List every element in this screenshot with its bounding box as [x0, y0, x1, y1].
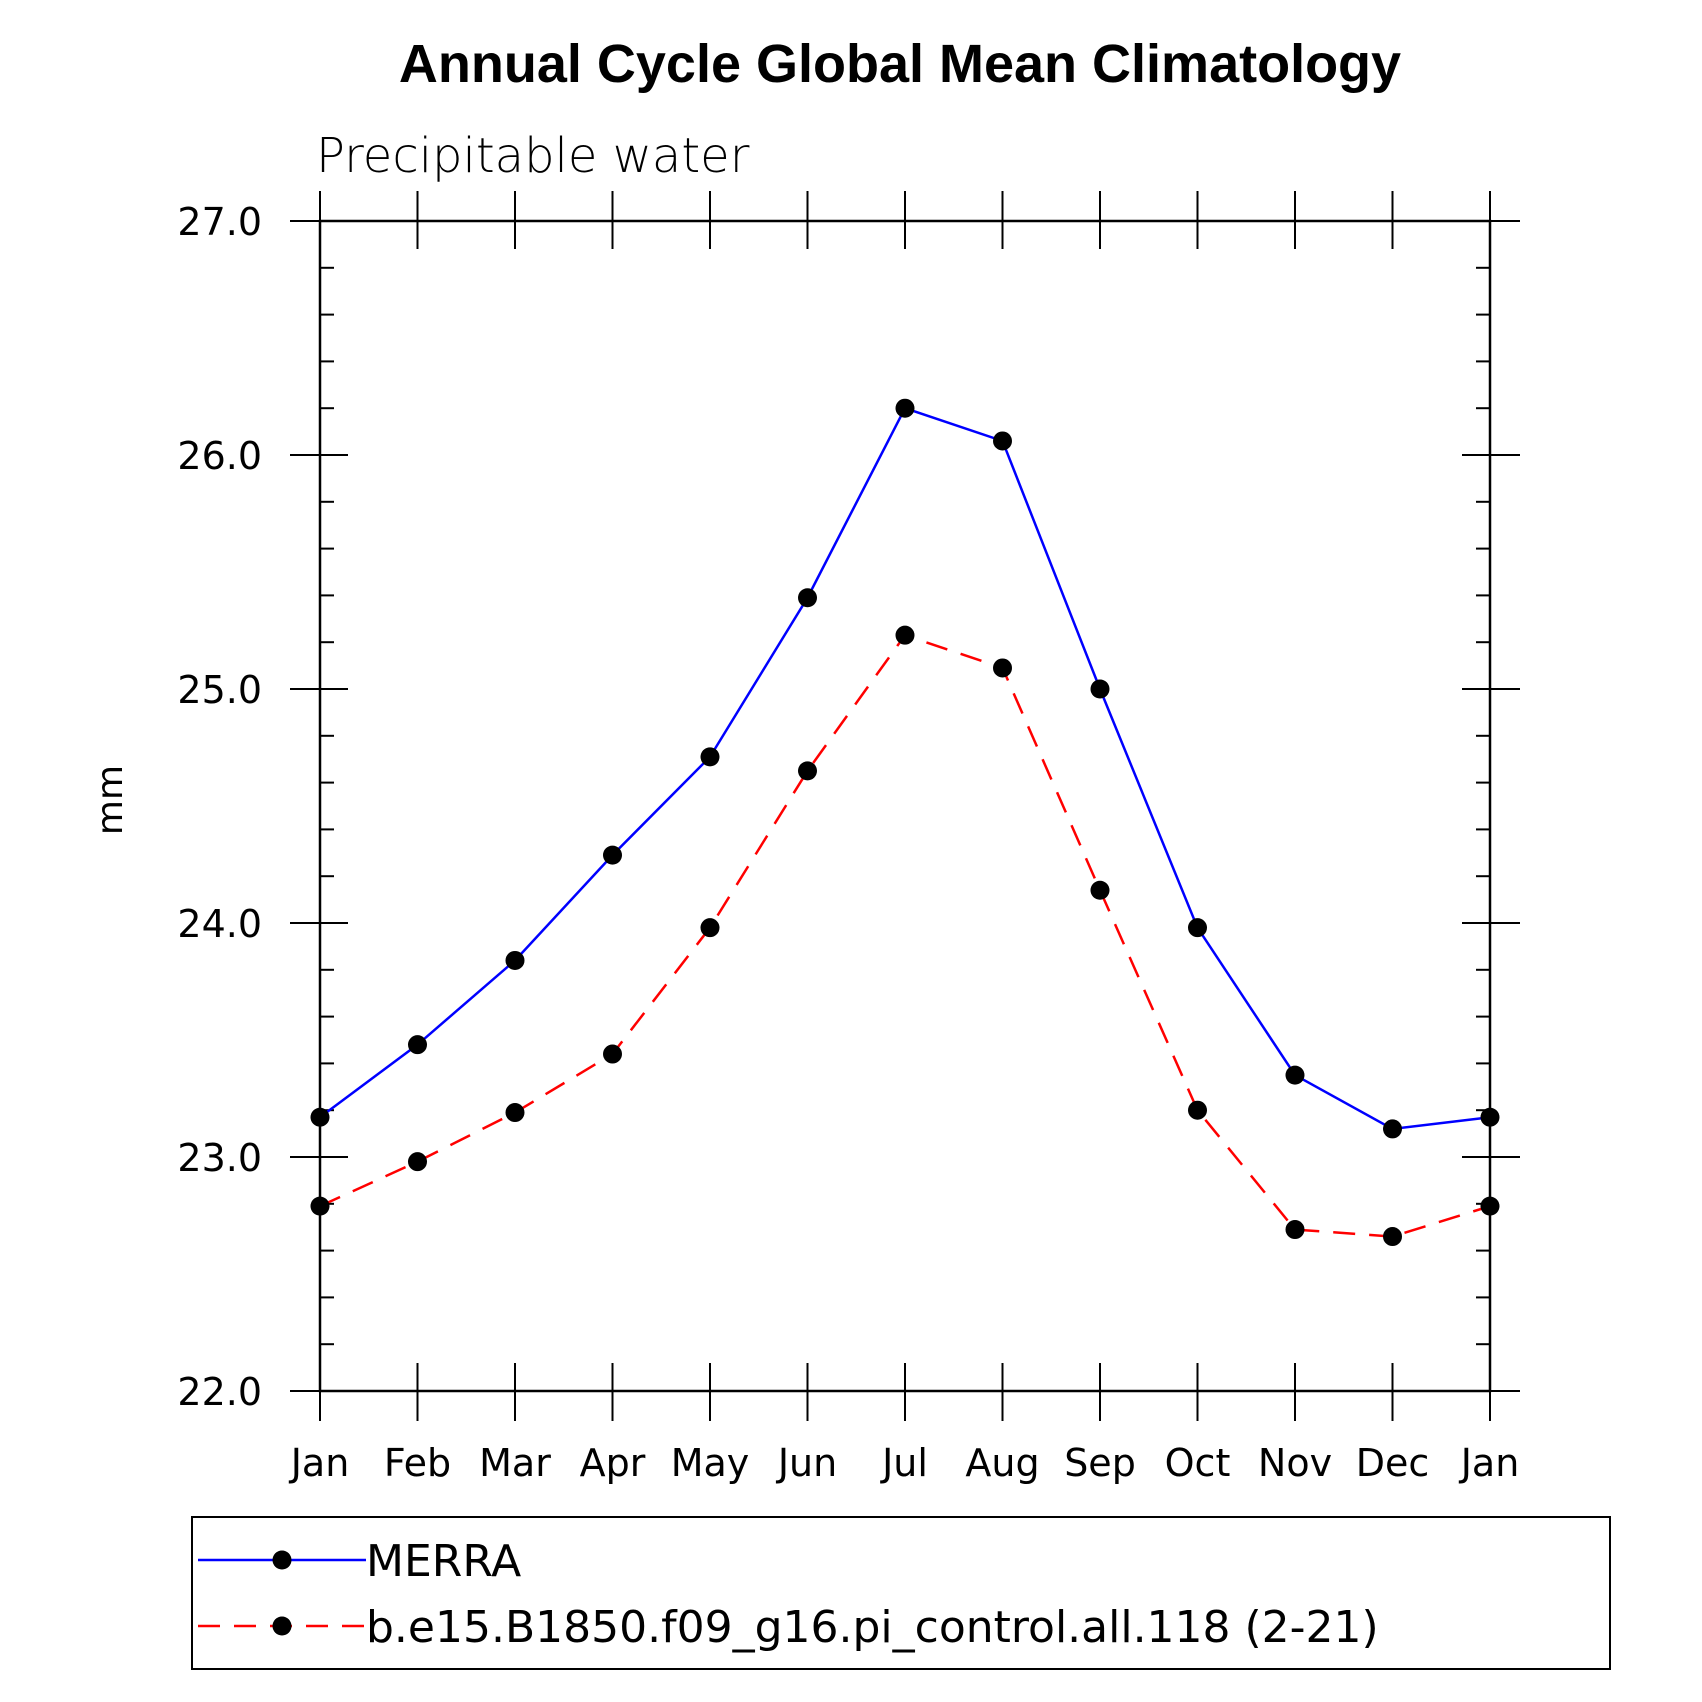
- series-point-1: [895, 625, 915, 645]
- series-point-0: [1480, 1107, 1500, 1127]
- x-tick-label: Jul: [880, 1441, 928, 1485]
- series-point-1: [603, 1044, 622, 1064]
- x-tick-label: Sep: [1064, 1441, 1136, 1485]
- series-point-1: [798, 761, 817, 781]
- series-point-0: [1090, 679, 1110, 699]
- y-tick-label: 26.0: [177, 434, 262, 478]
- x-tick-label: Apr: [580, 1441, 646, 1485]
- legend: MERRA b.e15.B1850.f09_g16.pi_control.all.…: [191, 1516, 1611, 1670]
- y-tick-label: 22.0: [177, 1370, 262, 1414]
- x-tick-label: Nov: [1258, 1441, 1332, 1485]
- legend-label-0: MERRA: [366, 1536, 521, 1587]
- legend-box: [191, 1516, 1611, 1670]
- series-point-0: [603, 845, 622, 865]
- y-tick-label: 25.0: [177, 668, 262, 712]
- x-tick-label: Oct: [1165, 1441, 1231, 1485]
- legend-marker-0: [272, 1550, 292, 1570]
- series-point-1: [1090, 880, 1110, 900]
- series-point-0: [505, 950, 525, 970]
- chart-title: Annual Cycle Global Mean Climatology: [399, 34, 1401, 94]
- y-tick-label: 24.0: [177, 902, 262, 946]
- series-point-0: [700, 747, 720, 767]
- x-tick-label: Feb: [384, 1441, 451, 1485]
- series-point-1: [1285, 1220, 1305, 1240]
- y-axis-ticks: 22.0 23.0 24.0 25.0 26.0 27.0: [177, 200, 1520, 1414]
- x-axis-ticks: Jan Feb Mar Apr May Jun Jul Aug Sep Oct Nov Dec Jan: [289, 191, 1520, 1485]
- series-point-1: [1480, 1196, 1500, 1216]
- plot-border: [318, 219, 1492, 1393]
- series-line-1: [319, 633, 1491, 1238]
- series-point-0: [895, 398, 915, 418]
- legend-marker-1: [272, 1616, 292, 1636]
- series-point-1: [310, 1196, 330, 1216]
- series-point-0: [408, 1035, 427, 1055]
- series-point-1: [1383, 1227, 1402, 1247]
- series-point-1: [700, 918, 720, 938]
- series-point-0: [1188, 918, 1207, 938]
- x-tick-label: Jan: [289, 1441, 350, 1485]
- series-point-0: [310, 1107, 330, 1127]
- series-line-0: [319, 406, 1491, 1131]
- y-tick-label: 23.0: [177, 1136, 262, 1180]
- legend-label-1: b.e15.B1850.f09_g16.pi_control.all.118 (…: [366, 1602, 1379, 1653]
- plot-frame: [318, 219, 1492, 1393]
- series-point-0: [798, 588, 817, 608]
- x-tick-label: Jan: [1459, 1441, 1520, 1485]
- series-point-1: [993, 658, 1012, 678]
- series-point-0: [993, 431, 1012, 451]
- x-tick-label: Jun: [776, 1441, 837, 1485]
- x-tick-label: Mar: [479, 1441, 551, 1485]
- series-point-0: [1285, 1065, 1305, 1085]
- series-point-1: [1188, 1100, 1207, 1120]
- x-tick-label: May: [671, 1441, 750, 1485]
- series-point-0: [1383, 1119, 1402, 1139]
- y-axis-label: mm: [90, 765, 131, 835]
- series-layer: [310, 398, 1500, 1247]
- x-tick-label: Aug: [965, 1441, 1039, 1485]
- y-tick-label: 27.0: [177, 200, 262, 244]
- series-point-1: [505, 1103, 525, 1123]
- chart-subtitle: Precipitable water: [316, 128, 750, 184]
- series-point-1: [408, 1152, 427, 1172]
- x-tick-label: Dec: [1356, 1441, 1430, 1485]
